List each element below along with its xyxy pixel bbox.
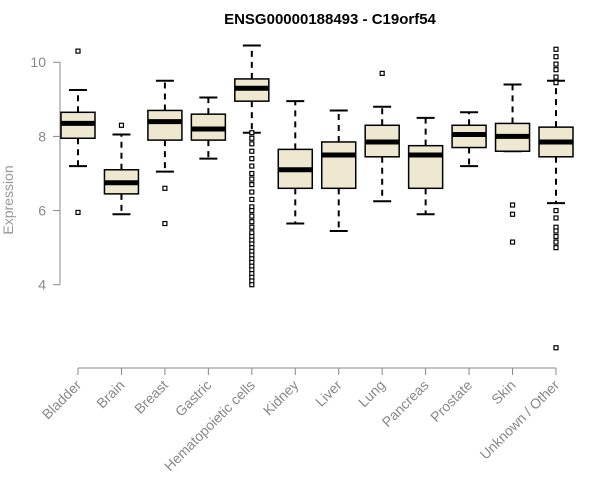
- outlier-point: [249, 156, 255, 162]
- outlier-point: [509, 211, 516, 217]
- x-tick-label: Skin: [488, 377, 519, 408]
- outlier-point: [553, 239, 559, 245]
- outlier-point: [249, 189, 255, 195]
- outlier-point: [162, 185, 168, 191]
- outlier-point: [249, 213, 255, 219]
- outlier-point: [509, 239, 516, 245]
- box-group: [277, 100, 314, 225]
- outlier-point: [249, 170, 255, 177]
- outlier-point: [118, 122, 125, 128]
- x-tick-label: Brain: [93, 377, 127, 411]
- outlier-point: [249, 141, 255, 147]
- outlier-point: [553, 207, 559, 214]
- outlier-point: [553, 233, 559, 240]
- x-tick-label: Prostate: [427, 377, 475, 425]
- outlier-point: [553, 61, 559, 67]
- box-group: [538, 46, 574, 351]
- outlier-point: [249, 224, 255, 230]
- outlier-point: [509, 202, 516, 208]
- box-group: [320, 109, 357, 232]
- outlier-point: [249, 176, 255, 182]
- outlier-point: [553, 80, 559, 86]
- outlier-point: [379, 70, 385, 76]
- y-tick-label: 8: [38, 128, 46, 144]
- outlier-point: [249, 163, 255, 169]
- x-tick-label: Liver: [312, 377, 345, 410]
- outlier-point: [249, 182, 255, 188]
- y-tick-label: 4: [38, 277, 46, 293]
- box-group: [60, 48, 96, 216]
- outlier-point: [75, 209, 81, 216]
- box-iqr: [320, 141, 357, 190]
- box-group: [147, 79, 183, 227]
- outlier-point: [553, 74, 559, 80]
- x-tick-label: Kidney: [260, 377, 302, 419]
- box-group: [451, 111, 487, 168]
- outlier-point: [249, 130, 255, 136]
- chart-title: ENSG00000188493 - C19orf54: [224, 11, 436, 28]
- outlier-point: [553, 46, 559, 52]
- outlier-point: [75, 48, 81, 54]
- box-group: [234, 44, 270, 288]
- outlier-point: [553, 67, 559, 73]
- boxes-group: [60, 44, 574, 351]
- outlier-point: [249, 207, 255, 214]
- outlier-point: [249, 148, 255, 154]
- x-tick-label: Breast: [131, 377, 171, 417]
- box-group: [494, 83, 531, 245]
- outlier-point: [553, 228, 559, 234]
- outlier-point: [249, 135, 255, 141]
- outlier-point: [553, 345, 559, 351]
- box-group: [364, 70, 400, 203]
- outlier-point: [553, 245, 559, 251]
- x-tick-label: Pancreas: [379, 377, 432, 430]
- y-tick-label: 6: [38, 203, 46, 219]
- y-tick-label: 10: [30, 54, 46, 70]
- y-axis: 4 6 8 10: [30, 54, 61, 293]
- outlier-point: [553, 215, 559, 221]
- box-group: [190, 96, 227, 160]
- y-axis-label: Expression: [0, 165, 16, 234]
- x-tick-label: Bladder: [39, 377, 85, 423]
- outlier-point: [249, 282, 255, 288]
- box-group: [103, 122, 140, 216]
- outlier-point: [249, 219, 255, 225]
- x-tick-label: Gastric: [172, 377, 215, 420]
- x-tick-label: Lung: [355, 377, 388, 410]
- outlier-point: [162, 220, 168, 227]
- outlier-point: [553, 54, 559, 60]
- x-tick-label: Unknown / Other: [477, 377, 563, 463]
- box-iqr: [407, 144, 444, 190]
- box-group: [407, 116, 444, 216]
- box-iqr: [147, 109, 183, 141]
- outlier-point: [249, 196, 255, 203]
